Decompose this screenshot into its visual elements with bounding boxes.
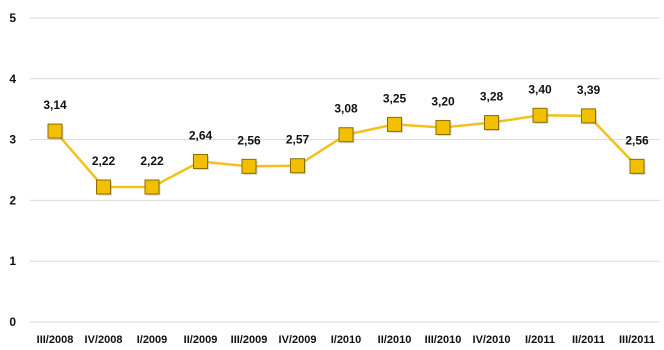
series-line [54, 114, 638, 189]
x-tick-label: I/2009 [137, 334, 168, 346]
data-label: 3,20 [431, 94, 455, 108]
data-point [47, 123, 63, 139]
data-label: 2,64 [189, 128, 213, 142]
x-tick-label: IV/2009 [279, 334, 317, 346]
data-label: 3,25 [383, 91, 407, 105]
data-label: 3,39 [577, 83, 601, 97]
data-label: 2,22 [92, 154, 116, 168]
data-point [241, 158, 257, 174]
x-tick-label: I/2010 [331, 334, 362, 346]
y-tick-label: 0 [9, 315, 16, 329]
data-point [387, 116, 402, 132]
data-label: 2,22 [140, 154, 164, 168]
data-point [144, 179, 160, 195]
data-point [193, 153, 208, 169]
data-label: 2,56 [237, 133, 261, 147]
x-tick-label: III/2010 [425, 334, 462, 346]
data-point [581, 108, 596, 124]
data-point [532, 107, 548, 123]
x-tick-label: II/2009 [184, 334, 218, 346]
y-tick-label: 3 [9, 133, 16, 147]
y-tick-label: 1 [9, 254, 16, 268]
x-tick-label: II/2010 [378, 334, 412, 346]
data-label: 3,40 [528, 82, 552, 96]
y-tick-label: 2 [9, 193, 16, 207]
x-tick-label: IV/2008 [85, 334, 123, 346]
x-tick-label: III/2008 [37, 334, 74, 346]
data-label: 3,08 [334, 102, 358, 116]
data-point [338, 127, 354, 143]
data-label: 3,28 [480, 90, 504, 104]
x-tick-label: III/2009 [231, 334, 268, 346]
data-point [629, 158, 645, 174]
y-tick-label: 4 [9, 72, 16, 86]
data-label: 2,56 [625, 133, 649, 147]
data-point [484, 115, 499, 131]
x-tick-label: I/2011 [525, 334, 555, 346]
data-point [435, 119, 451, 135]
x-tick-label: II/2011 [572, 334, 605, 346]
data-point [290, 158, 305, 174]
x-tick-label: III/2011 [619, 334, 655, 346]
x-tick-label: IV/2010 [473, 334, 511, 346]
data-point [96, 179, 111, 195]
data-label: 2,57 [286, 133, 310, 147]
y-tick-label: 5 [9, 11, 16, 25]
data-label: 3,14 [43, 98, 67, 112]
